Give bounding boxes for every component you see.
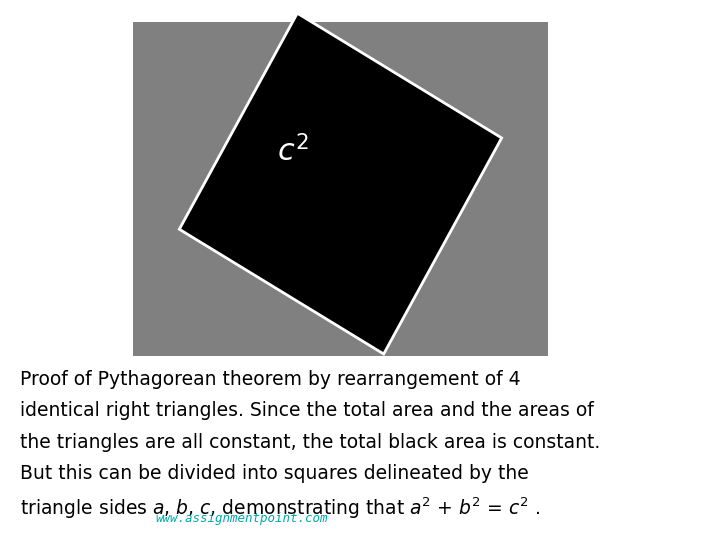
Text: www.assignmentpoint.com: www.assignmentpoint.com <box>156 512 328 525</box>
Text: Proof of Pythagorean theorem by rearrangement of 4: Proof of Pythagorean theorem by rearrang… <box>20 370 521 389</box>
Text: the triangles are all constant, the total black area is constant.: the triangles are all constant, the tota… <box>20 433 600 451</box>
Text: identical right triangles. Since the total area and the areas of: identical right triangles. Since the tot… <box>20 401 594 420</box>
Polygon shape <box>179 13 502 354</box>
Bar <box>132 22 548 356</box>
Text: But this can be divided into squares delineated by the: But this can be divided into squares del… <box>20 464 529 483</box>
Text: $c^2$: $c^2$ <box>277 135 309 167</box>
Text: triangle sides $a$, $b$, $c$, demonstrating that $a^2$ + $b^2$ = $c^2$ .: triangle sides $a$, $b$, $c$, demonstrat… <box>20 495 541 521</box>
